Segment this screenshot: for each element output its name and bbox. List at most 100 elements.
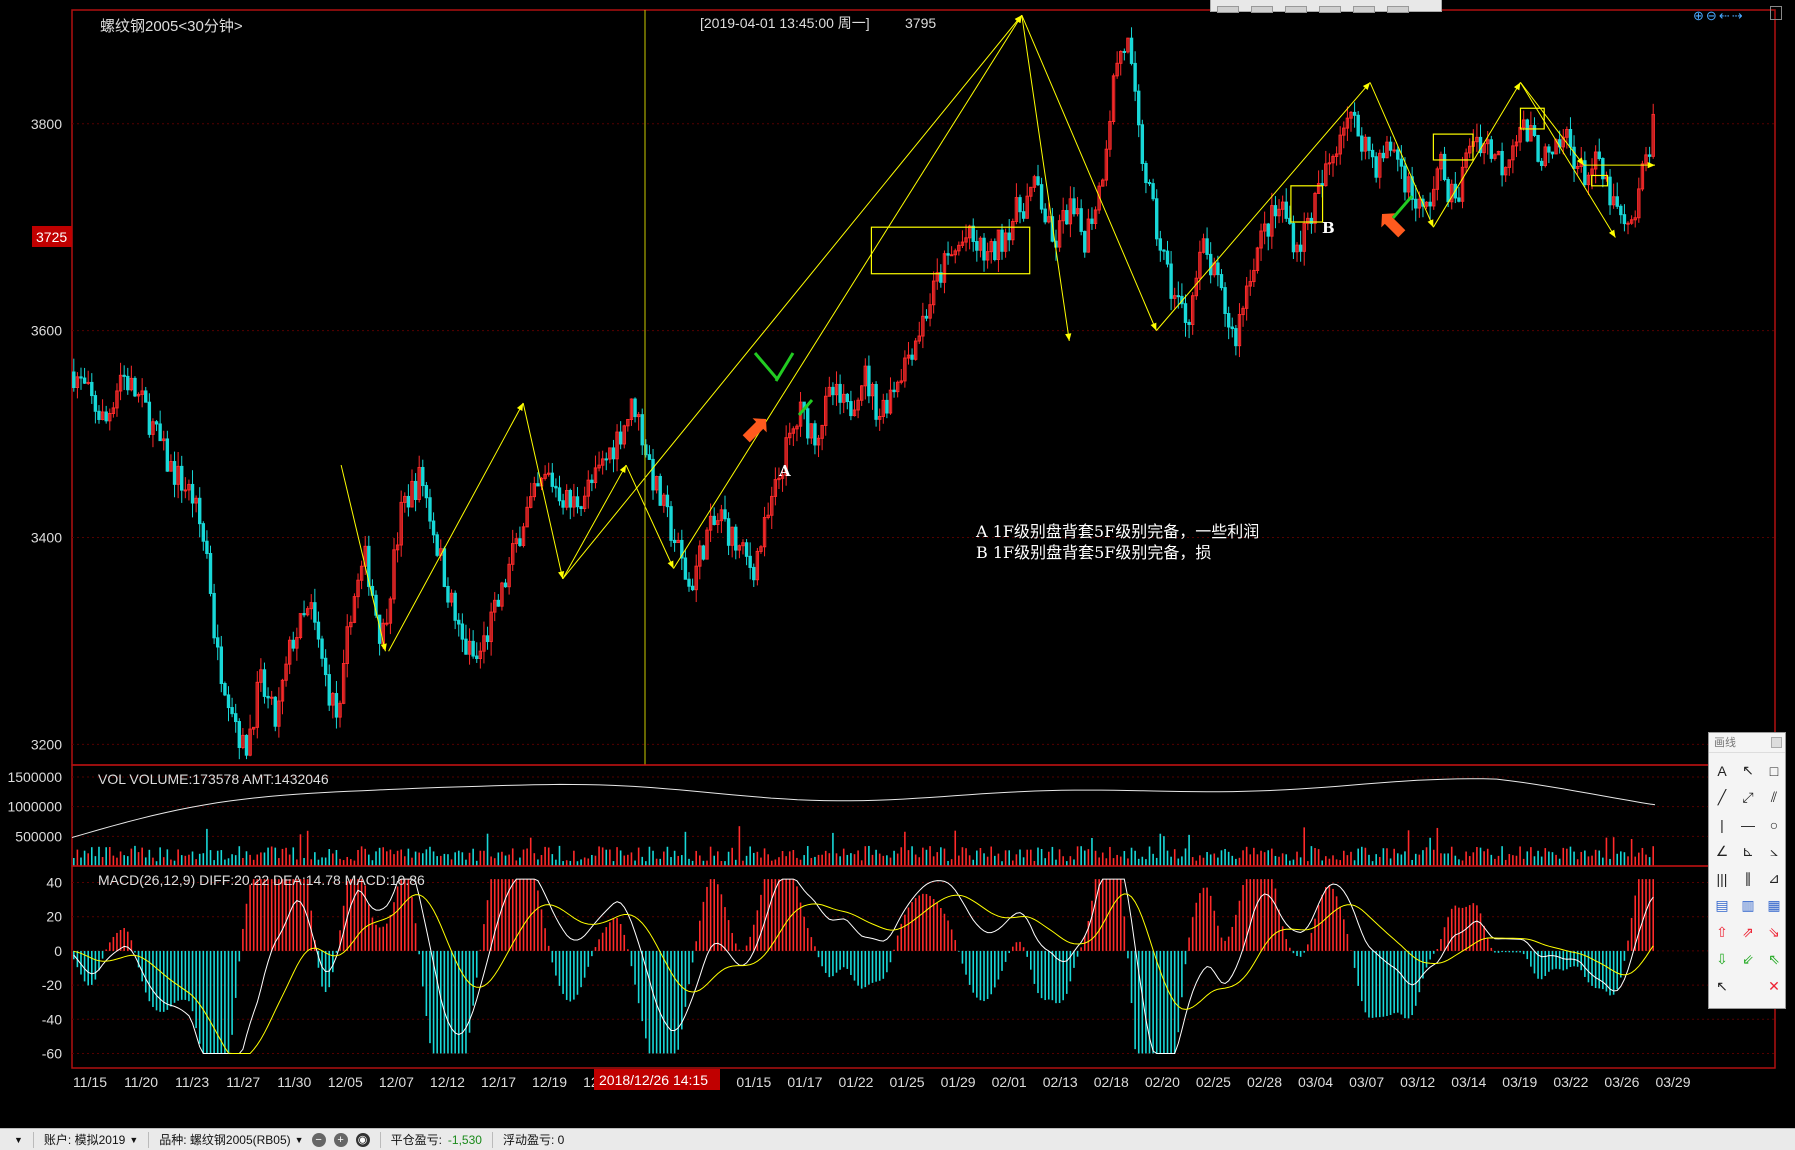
chevron-down-icon[interactable]: ▼: [14, 1134, 23, 1145]
top-toolbar[interactable]: [1210, 0, 1442, 13]
candle-body: [334, 693, 339, 718]
zoom-out-icon[interactable]: ⊖: [1705, 8, 1719, 23]
drawing-tool-icon[interactable]: ⇧: [1716, 924, 1728, 940]
candle-body: [1331, 155, 1335, 164]
candle-body: [662, 494, 666, 506]
x-tick-label: 02/13: [1043, 1074, 1078, 1090]
volume-header: VOL VOLUME:173578 AMT:1432046: [98, 771, 329, 787]
drawing-tool-icon[interactable]: |: [1720, 816, 1724, 833]
candle-body: [277, 700, 281, 727]
toolbar-button[interactable]: [1353, 6, 1375, 13]
candle-body: [996, 229, 1001, 260]
candle-body: [755, 550, 760, 581]
drawing-tools-panel[interactable]: 画线 A ↖ □ ╱ ⤢ ⫽ | — ○ ∠ ⊾ ⦣ ||| ∥ ⊿ ▤ ▥ ▦ ⇧ ⇗ ⇘ ⇩ ⇙ ⇖ ↖ ✕: [1708, 732, 1786, 1009]
scroll-right-icon[interactable]: ⇢: [1731, 8, 1745, 23]
volume-panel[interactable]: 500000 1000000 1500000: [7, 764, 1776, 867]
candle-body: [852, 409, 857, 417]
glasses-icon[interactable]: ◉: [355, 1132, 370, 1147]
toolbar-button[interactable]: [1387, 6, 1409, 13]
x-tick-label: 12/19: [532, 1074, 567, 1090]
scroll-left-icon[interactable]: ⇠: [1718, 8, 1732, 23]
candle-body: [1360, 135, 1364, 152]
close-icon[interactable]: [1771, 737, 1782, 748]
candle-body: [953, 250, 957, 256]
toolbar-button[interactable]: [1251, 6, 1273, 13]
candle-body: [1442, 153, 1447, 181]
candle-body: [183, 489, 188, 492]
chevron-down-icon[interactable]: ▼: [294, 1134, 304, 1145]
drawing-tool-icon[interactable]: ✕: [1768, 978, 1780, 994]
drawing-tool-icon[interactable]: ⇗: [1742, 924, 1754, 940]
macd-histogram: [72, 879, 1655, 1054]
drawing-tool-icon[interactable]: □: [1769, 762, 1779, 779]
trend-line: [340, 464, 386, 652]
range-box: [1432, 133, 1474, 161]
candle-body: [1396, 149, 1400, 160]
drawing-tool-icon[interactable]: ⫽: [1770, 789, 1778, 805]
candle-body: [784, 437, 788, 476]
drawing-tool-icon[interactable]: ∠: [1715, 843, 1729, 859]
zoom-controls[interactable]: ⊕⊖⇠⇢: [1693, 8, 1745, 24]
drawing-tool-icon[interactable]: ▤: [1715, 897, 1729, 913]
candle-body: [1640, 163, 1645, 190]
drawing-tool-icon[interactable]: [1735, 973, 1761, 1000]
trend-arrowhead: [1065, 333, 1072, 341]
drawing-tool-icon[interactable]: A: [1717, 762, 1727, 779]
drawing-tool-icon[interactable]: ⤢: [1742, 789, 1754, 805]
candle-body: [1158, 238, 1163, 251]
toolbar-button[interactable]: [1285, 6, 1307, 13]
drawing-tool-icon[interactable]: ▦: [1767, 897, 1781, 913]
x-tick-label: 01/15: [736, 1074, 771, 1090]
minus-icon[interactable]: −: [311, 1132, 326, 1147]
drawing-tool-icon[interactable]: —: [1741, 816, 1755, 833]
candle-body: [1223, 287, 1227, 315]
candle-body: [640, 414, 644, 446]
candle-body: [72, 371, 76, 388]
drawing-tool-icon[interactable]: ∥: [1744, 870, 1752, 886]
candle-body: [345, 626, 349, 665]
candle-body: [791, 428, 796, 434]
header-price: 3795: [905, 15, 936, 31]
candle-body: [633, 398, 637, 418]
symbol-select[interactable]: 螺纹钢2005(RB05): [189, 1133, 291, 1147]
drawing-tool-icon[interactable]: ⇩: [1716, 951, 1728, 967]
account-select[interactable]: 模拟2019: [74, 1133, 126, 1147]
candle-body: [514, 538, 519, 545]
candle-body: [824, 395, 828, 426]
candle-body: [536, 483, 540, 487]
toolbar-button[interactable]: [1319, 6, 1341, 13]
drawing-tool-icon[interactable]: ▥: [1741, 897, 1755, 913]
chevron-down-icon[interactable]: ▼: [129, 1134, 139, 1145]
plus-icon[interactable]: +: [333, 1132, 348, 1147]
drawing-tool-icon[interactable]: |||: [1716, 870, 1728, 887]
toolbar-button[interactable]: [1217, 6, 1239, 13]
drawing-tool-icon[interactable]: ⦣: [1769, 843, 1779, 859]
mark-a: A: [778, 462, 791, 480]
drawing-tool-icon[interactable]: ○: [1769, 816, 1779, 833]
candle-body: [723, 509, 727, 520]
drawing-tool-icon[interactable]: ⇘: [1768, 924, 1780, 940]
zoom-in-icon[interactable]: ⊕: [1693, 8, 1706, 23]
drawing-tool-icon[interactable]: ↖: [1716, 978, 1728, 994]
candle-body: [1460, 166, 1465, 202]
drawing-tool-icon[interactable]: ⊾: [1742, 843, 1754, 859]
candle-body: [842, 393, 846, 403]
volume-tick-label: 1500000: [7, 769, 62, 785]
price-panel[interactable]: 3200 3400 3600 3800: [31, 9, 1776, 766]
candle-body: [194, 497, 198, 504]
candle-body: [957, 244, 961, 252]
drawing-tool-icon[interactable]: ⊿: [1768, 870, 1780, 886]
floating-pnl-label: 浮动盈亏:: [502, 1133, 555, 1147]
drawing-tool-icon[interactable]: ⇙: [1742, 951, 1754, 967]
candle-body: [766, 514, 770, 519]
candle-body: [507, 563, 511, 588]
candle-body: [496, 599, 501, 607]
candle-body: [216, 637, 220, 648]
drawing-tool-icon[interactable]: ↖: [1742, 762, 1754, 778]
drawing-tool-icon[interactable]: ╱: [1717, 789, 1727, 805]
window-restore-icon[interactable]: [1770, 6, 1782, 20]
macd-panel[interactable]: -60 -40 -20 0 20 40: [42, 865, 1776, 1069]
drawing-tool-icon[interactable]: ⇖: [1768, 951, 1780, 967]
drawing-tools-grid[interactable]: A ↖ □ ╱ ⤢ ⫽ | — ○ ∠ ⊾ ⦣ ||| ∥ ⊿ ▤ ▥ ▦ ⇧ ⇗ ⇘ ⇩ ⇙ ⇖ ↖ ✕: [1709, 753, 1785, 1000]
